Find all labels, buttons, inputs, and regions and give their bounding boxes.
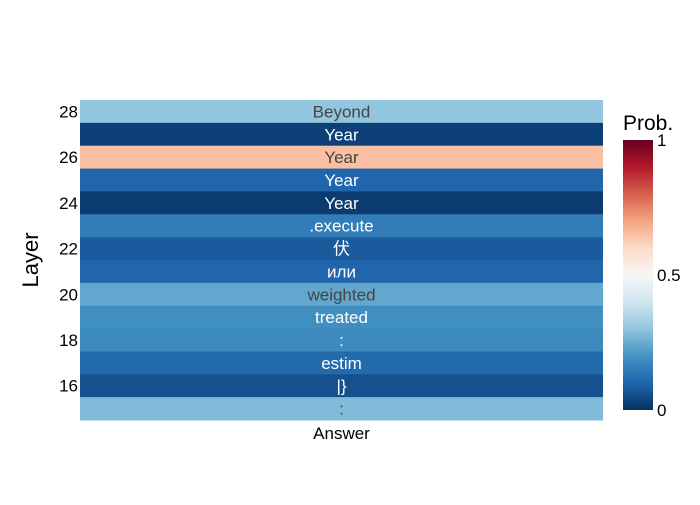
heatmap-cell [80, 351, 603, 375]
heatmap-cell [80, 100, 603, 124]
x-tick-label: Answer [313, 424, 370, 443]
heatmap-cell [80, 374, 603, 398]
colorbar-title: Prob. [623, 112, 673, 135]
y-axis-ticks: 16 18 20 22 24 26 28 [59, 102, 78, 395]
heatmap-cell-label: Year [324, 148, 359, 167]
heatmap-cell [80, 237, 603, 261]
y-tick-label: 18 [59, 331, 78, 350]
x-axis-ticks: Answer [313, 424, 370, 443]
heatmap-cell [80, 168, 603, 192]
heatmap-cell-label: |} [336, 377, 346, 396]
heatmap-cell-label: Year [324, 171, 359, 190]
y-tick-label: 22 [59, 240, 78, 259]
heatmap-cell [80, 282, 603, 307]
heatmap-cell-label: Beyond [313, 102, 371, 121]
heatmap-cell-label: или [327, 262, 356, 281]
heatmap-cell [80, 328, 603, 352]
heatmap-cell [80, 305, 603, 330]
heatmap-cell-label: Year [324, 194, 359, 213]
heatmap-cell-label: treated [315, 308, 368, 327]
colorbar: Prob. 00.51 [623, 112, 681, 420]
heatmap-cell [80, 214, 603, 238]
heatmap-cell [80, 145, 603, 170]
colorbar-ticks: 00.51 [657, 131, 681, 420]
y-tick-label: 28 [59, 102, 78, 121]
heatmap-cell [80, 260, 603, 284]
heatmap-cells [80, 100, 603, 421]
heatmap-cell [80, 122, 603, 147]
colorbar-gradient [623, 140, 653, 410]
colorbar-tick-label: 1 [657, 131, 666, 150]
colorbar-tick-label: 0.5 [657, 266, 681, 285]
heatmap-cell-label: : [339, 331, 344, 350]
heatmap-cell-label: estim [321, 354, 362, 373]
y-tick-label: 16 [59, 377, 78, 396]
heatmap-cell-label: Year [324, 125, 359, 144]
heatmap-cell-labels: Beyond Year Year Year Year .execute 伏 или weight… [306, 102, 375, 418]
heatmap-cell-label: weighted [306, 285, 375, 304]
heatmap-cell [80, 397, 603, 421]
heatmap-cell-label: .execute [309, 217, 373, 236]
y-axis-label: Layer [18, 232, 43, 287]
heatmap-cell-label: : [339, 400, 344, 419]
heatmap-cell [80, 191, 603, 215]
y-tick-label: 20 [59, 285, 78, 304]
y-tick-label: 24 [59, 194, 78, 213]
heatmap-cell-label: 伏 [333, 240, 350, 259]
y-tick-label: 26 [59, 148, 78, 167]
colorbar-tick-label: 0 [657, 401, 666, 420]
